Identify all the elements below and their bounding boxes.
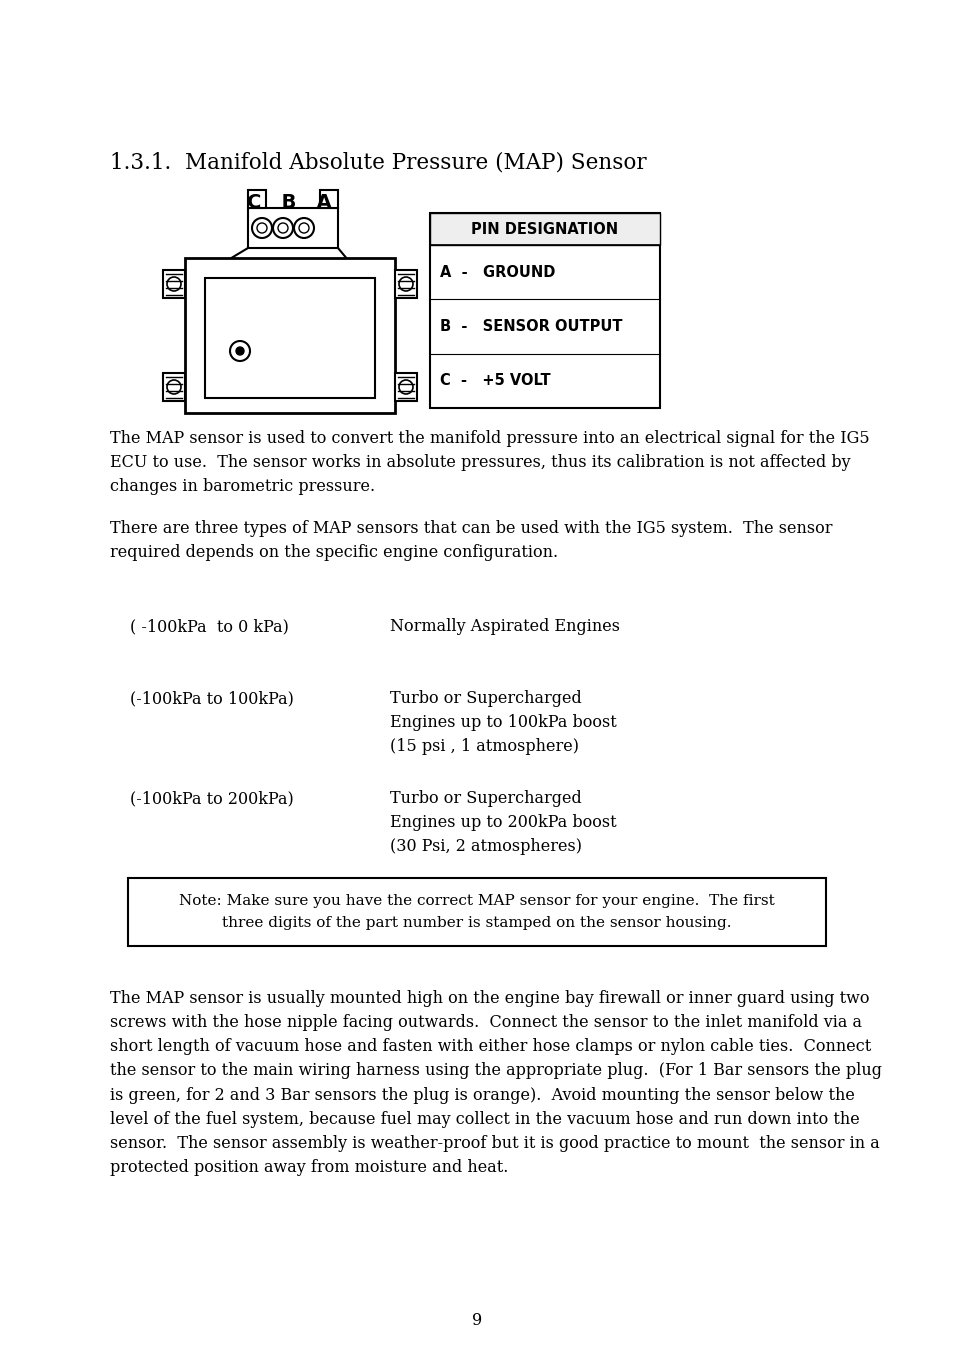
Text: (-100kPa to 200kPa): (-100kPa to 200kPa) (130, 790, 294, 807)
Bar (185, 258, 395, 413)
Bar (163, 373, 185, 401)
Bar (430, 213, 659, 408)
Text: C  -   +5 VOLT: C - +5 VOLT (439, 373, 550, 388)
Text: PIN DESIGNATION: PIN DESIGNATION (471, 222, 618, 236)
Text: Normally Aspirated Engines: Normally Aspirated Engines (390, 617, 619, 635)
Bar (319, 190, 337, 208)
Text: There are three types of MAP sensors that can be used with the IG5 system.  The : There are three types of MAP sensors tha… (110, 520, 832, 561)
Text: The MAP sensor is used to convert the manifold pressure into an electrical signa: The MAP sensor is used to convert the ma… (110, 430, 869, 496)
Text: Turbo or Supercharged
Engines up to 200kPa boost
(30 Psi, 2 atmospheres): Turbo or Supercharged Engines up to 200k… (390, 790, 616, 855)
Bar (395, 373, 416, 401)
Circle shape (235, 347, 244, 355)
Text: A  -   GROUND: A - GROUND (439, 265, 555, 280)
Text: ( -100kPa  to 0 kPa): ( -100kPa to 0 kPa) (130, 617, 289, 635)
Bar (430, 213, 659, 245)
Text: The MAP sensor is usually mounted high on the engine bay firewall or inner guard: The MAP sensor is usually mounted high o… (110, 990, 882, 1177)
Text: Turbo or Supercharged
Engines up to 100kPa boost
(15 psi , 1 atmosphere): Turbo or Supercharged Engines up to 100k… (390, 690, 616, 755)
Text: 9: 9 (472, 1312, 481, 1329)
Bar (128, 878, 825, 946)
Bar (395, 270, 416, 299)
Text: 1.3.1.  Manifold Absolute Pressure (MAP) Sensor: 1.3.1. Manifold Absolute Pressure (MAP) … (110, 153, 646, 174)
Text: B  -   SENSOR OUTPUT: B - SENSOR OUTPUT (439, 319, 622, 334)
Bar (205, 278, 375, 399)
Bar (163, 270, 185, 299)
Text: (-100kPa to 100kPa): (-100kPa to 100kPa) (130, 690, 294, 707)
Text: C   B   A: C B A (247, 193, 332, 212)
Bar (248, 190, 266, 208)
Bar (248, 208, 337, 249)
Text: Note: Make sure you have the correct MAP sensor for your engine.  The first
thre: Note: Make sure you have the correct MAP… (179, 894, 774, 929)
